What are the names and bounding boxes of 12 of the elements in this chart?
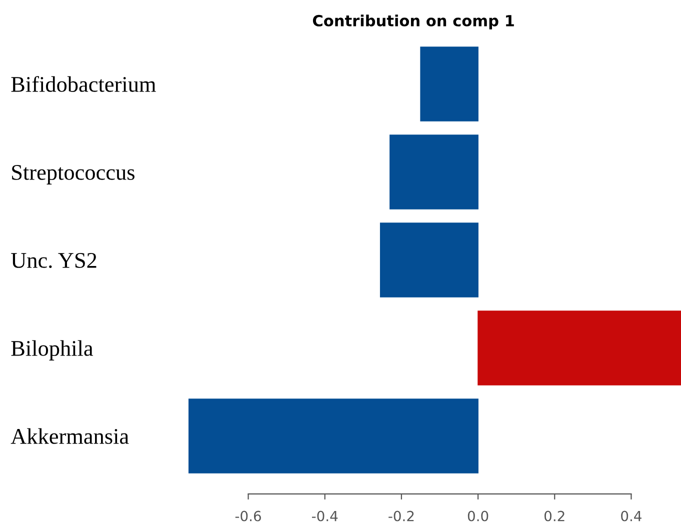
x-tick-label: 0.2 <box>544 510 564 522</box>
y-tick-label: Streptococcus <box>12 164 134 184</box>
chart-title: Contribution on comp 1 <box>312 14 514 30</box>
y-tick-label: Unc. YS2 <box>11 252 96 268</box>
x-tick-label: -0.2 <box>388 510 414 522</box>
x-tick-label: 0.0 <box>468 510 488 522</box>
x-tick-label: -0.6 <box>235 510 261 522</box>
y-tick-label: Akkermansia <box>10 428 129 444</box>
x-tick-label: -0.4 <box>312 510 338 522</box>
y-tick-label: Bilophila <box>11 340 94 360</box>
x-tick-label: 0.4 <box>621 510 642 522</box>
y-tick-label: Bifidobacterium <box>11 76 156 92</box>
